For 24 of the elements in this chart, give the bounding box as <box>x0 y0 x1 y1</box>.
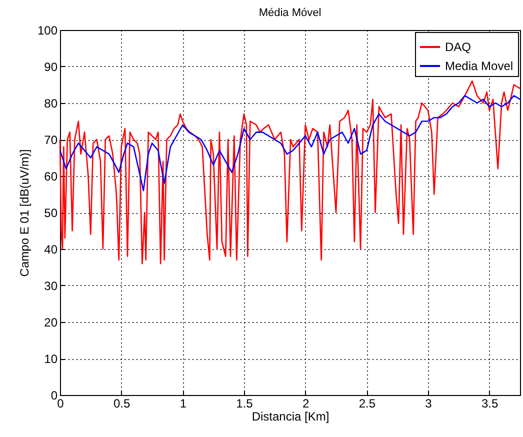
y-tick-label: 20 <box>44 316 58 330</box>
y-axis-title: Campo E 01 [dB(uV/m)] <box>17 149 32 277</box>
x-axis-title: Distancia [Km] <box>252 410 330 424</box>
x-tick-label: 1.5 <box>236 396 254 410</box>
y-tick-label: 50 <box>44 206 58 220</box>
y-tick-label: 90 <box>44 60 58 74</box>
x-tick-label: 2.5 <box>358 396 376 410</box>
y-tick-label: 80 <box>44 96 58 110</box>
x-tick-label: 3 <box>425 396 432 410</box>
y-tick-label: 60 <box>44 170 58 184</box>
y-tick-label: 70 <box>44 133 58 147</box>
x-tick-label: 0.5 <box>113 396 130 410</box>
line-series <box>59 80 521 264</box>
x-tick-label: 3.5 <box>481 396 498 410</box>
y-tick-label: 10 <box>44 352 58 366</box>
y-tick-label: 30 <box>44 279 58 293</box>
x-tick-label: 2 <box>302 396 310 410</box>
line-series <box>59 95 521 192</box>
y-tick-label: 40 <box>44 242 58 256</box>
legend-label: Media Movel <box>445 59 514 73</box>
x-tick-label: 1 <box>180 396 187 410</box>
chart-title: Média Móvel <box>258 7 322 19</box>
y-tick-label: 100 <box>37 24 58 38</box>
legend-label: DAQ <box>445 40 472 54</box>
